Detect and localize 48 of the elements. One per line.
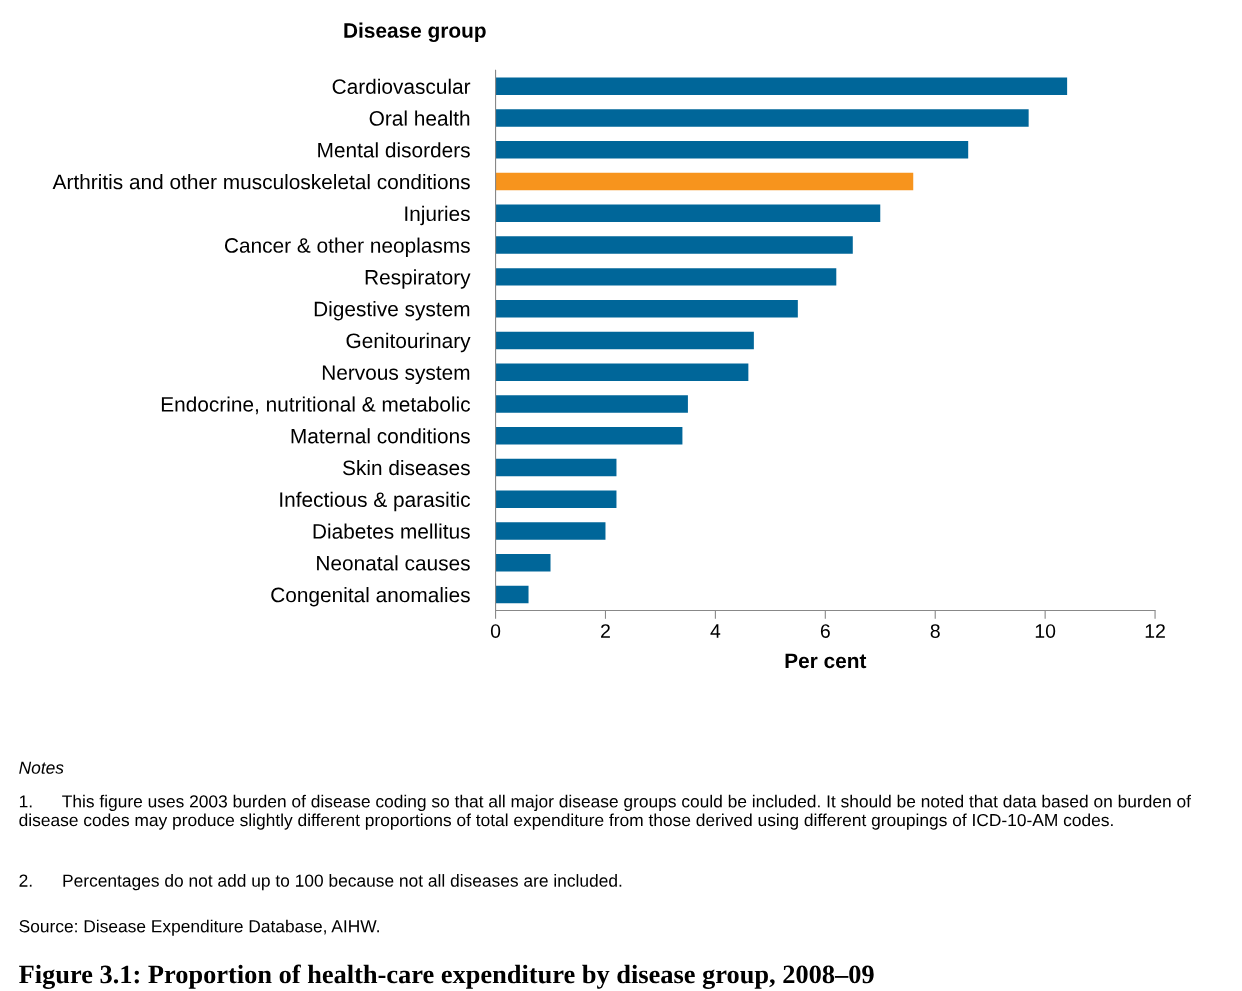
bar: [495, 395, 688, 413]
x-tick-label: 0: [490, 624, 501, 638]
text: Figure 3.1: Proportion of health-care expenditure by disease group, 2008–09: [19, 964, 874, 989]
y-tick-label: Diabetes mellitus: [313, 523, 470, 539]
bar: [495, 554, 551, 572]
y-tick-label: Digestive system: [314, 301, 470, 321]
y-tick-label: Congenital anomalies: [271, 587, 470, 607]
text: 2. Percentages do not add up to 100 because not all diseases are included.: [19, 874, 622, 891]
y-tick-label: Cardiovascular: [332, 78, 471, 94]
x-tick-label: 6: [820, 624, 830, 638]
y-tick-label: Oral health: [369, 110, 470, 126]
bar: [495, 585, 529, 604]
x-axis-title: Per cent: [785, 653, 867, 669]
y-tick-label: Maternal conditions: [291, 428, 470, 444]
y-tick-label: Cancer & other neoplasms: [224, 237, 470, 257]
y-tick-label: Arthritis and other musculoskeletal conditions: [52, 174, 470, 190]
bar: [495, 268, 837, 286]
text: 1. This figure uses 2003 burden of disease coding so that all major disease groups could be included. It should be noted that data based on burden of disease codes may produce slightly different proportions of total expenditure from those derived using different groupings of ICD-10-AM codes.: [19, 794, 1192, 830]
y-tick-label: Mental disorders: [318, 142, 470, 158]
bar: [495, 458, 617, 477]
x-tick-label: 8: [930, 624, 940, 638]
bar: [495, 426, 683, 445]
x-tick-label: 12: [1145, 624, 1165, 638]
bar: [495, 299, 798, 318]
bar: [495, 236, 853, 254]
bar: [495, 204, 881, 223]
bar: [495, 77, 1068, 95]
y-tick-label: Infectious & parasitic: [280, 491, 471, 512]
y-tick-label: Nervous system: [322, 365, 470, 385]
bar: [495, 141, 969, 159]
y-tick-label: Respiratory: [365, 269, 471, 289]
bar: [495, 331, 754, 350]
y-tick-label: Genitourinary: [346, 332, 471, 353]
y-tick-label: Injuries: [405, 205, 470, 226]
y-tick-label: Skin diseases: [342, 459, 470, 476]
x-tick-label: 10: [1035, 624, 1056, 638]
y-tick-label: Neonatal causes: [317, 555, 470, 571]
x-tick-label: 4: [710, 624, 721, 638]
bar: [495, 522, 606, 540]
y-tick-label: Endocrine, nutritional & metabolic: [161, 396, 471, 415]
bar: [495, 490, 617, 508]
x-tick-label: 2: [601, 624, 610, 638]
bar: [495, 109, 1029, 127]
text: Notes: [19, 761, 64, 774]
y-axis-title: Disease group: [344, 22, 486, 43]
source-note: Source: Disease Expenditure Database, AIHW.: [19, 919, 379, 936]
bar: [495, 363, 749, 381]
bar: [495, 172, 914, 191]
